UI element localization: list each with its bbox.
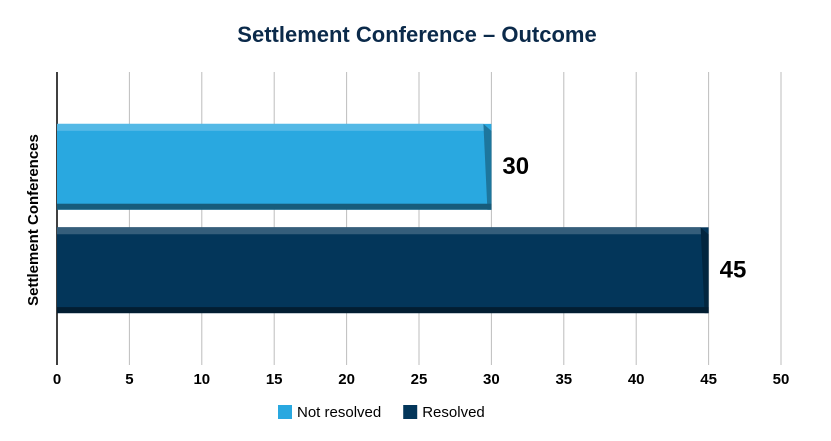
bar-bottom-face (57, 203, 492, 210)
bar (57, 227, 709, 314)
legend-label: Not resolved (297, 404, 381, 421)
bar-top-face (57, 227, 709, 235)
x-tick-label: 50 (773, 371, 790, 388)
legend-label: Resolved (422, 404, 485, 421)
y-axis-label: Settlement Conferences (25, 134, 42, 306)
legend-swatch (403, 405, 418, 419)
x-tick-label: 30 (483, 371, 500, 388)
x-tick-label: 10 (193, 371, 210, 388)
legend-swatch (278, 405, 292, 419)
x-tick-label: 15 (266, 371, 283, 388)
bar-side-face (483, 123, 492, 210)
bar-top-face (57, 123, 492, 131)
x-tick-label: 35 (555, 371, 572, 388)
bar-bottom-face (57, 307, 709, 314)
x-tick-label: 40 (628, 371, 645, 388)
bar-side-face (700, 227, 709, 314)
x-tick-label: 0 (53, 371, 61, 388)
value-label: 30 (502, 153, 529, 180)
bar (57, 123, 492, 210)
chart-title: Settlement Conference – Outcome (237, 22, 596, 47)
value-label: 45 (720, 257, 747, 284)
x-tick-label: 20 (338, 371, 355, 388)
x-tick-label: 25 (411, 371, 428, 388)
x-tick-label: 45 (700, 371, 717, 388)
x-tick-label: 5 (125, 371, 133, 388)
